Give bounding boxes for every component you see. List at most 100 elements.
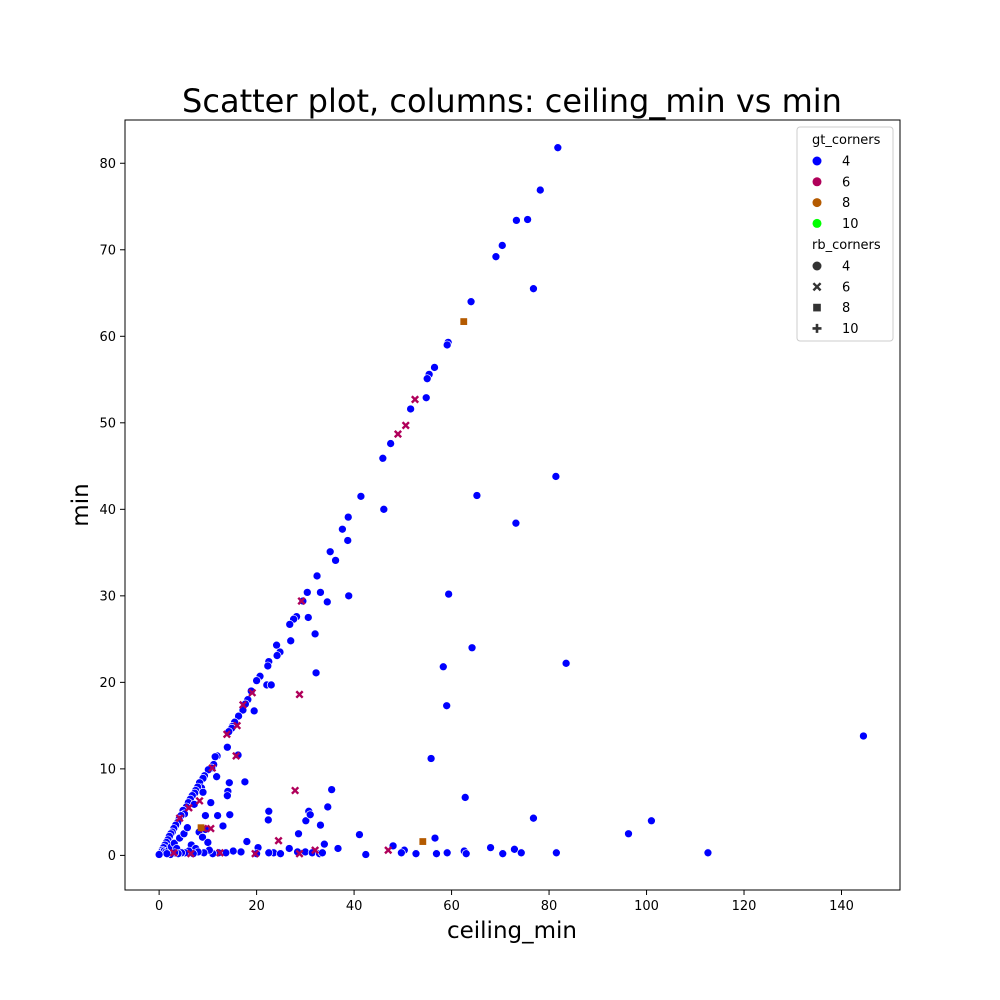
data-point [223,791,232,801]
data-point [379,504,389,514]
data-point [162,849,172,859]
data-point [444,589,453,599]
y-axis-title: min [68,483,94,526]
legend-style-label: 4 [842,260,850,275]
data-point [291,786,300,795]
data-point [393,430,403,439]
data-point [295,690,304,699]
data-point [154,850,164,859]
x-tick-label: 140 [829,899,854,914]
data-point [213,811,222,820]
legend-hue-label: 8 [842,196,850,211]
data-point [406,404,415,414]
data-point [266,680,276,690]
legend-style-marker-4 [812,261,822,271]
legend-style-label: 6 [842,280,850,295]
y-tick-label: 20 [99,676,116,691]
data-point [310,629,320,639]
data-point [430,833,440,843]
data-point [272,651,282,660]
legend-hue-marker-8 [812,198,822,208]
data-point [401,421,410,430]
data-point [212,772,221,782]
y-axis: 0 10 20 30 40 50 60 70 80 [99,157,125,864]
data-point [327,785,337,794]
data-point [551,472,561,481]
data-point [312,571,322,581]
data-point [169,848,178,857]
x-tick-label: 100 [634,899,659,914]
data-point [529,284,538,294]
legend-style-marker-10 [812,323,822,333]
x-tick-label: 0 [155,899,163,914]
data-point [198,787,208,797]
data-point [331,556,340,565]
x-tick-label: 60 [443,899,460,914]
data-point [264,806,274,816]
data-point [491,252,501,262]
data-point [316,588,325,597]
data-point [183,823,192,833]
data-point [410,395,420,404]
data-point [624,829,633,839]
legend-hue-label: 6 [842,175,850,190]
data-point [242,837,252,846]
data-point [512,216,521,225]
data-point [460,318,468,325]
data-point [338,524,347,534]
data-point [442,701,452,711]
data-point [467,643,477,653]
data-point [223,742,232,752]
data-point [647,816,656,826]
data-point [222,730,231,739]
legend-hue-marker-4 [812,156,822,166]
data-point [186,849,195,858]
y-tick-label: 10 [99,762,116,777]
y-tick-label: 30 [99,589,116,604]
data-point [411,849,421,859]
data-point [523,215,532,224]
legend-style-label: 10 [842,322,859,337]
data-point [442,848,452,858]
data-point [218,821,228,831]
data-point [322,597,332,607]
data-point [208,763,217,773]
data-points [154,143,868,859]
data-point [318,848,327,858]
data-point [355,830,364,839]
data-point [442,340,452,350]
data-point [511,518,521,528]
data-point [272,640,281,650]
y-tick-label: 70 [99,243,116,258]
legend-style-marker-6 [812,282,822,292]
data-point [238,700,248,709]
data-point [325,547,335,557]
legend: gt_corners rb_corners 4 6 8 10 4 6 8 10 [796,126,894,342]
data-point [384,846,393,855]
data-point [552,848,561,858]
data-point [535,185,545,195]
data-point [240,777,250,787]
data-point [529,813,538,823]
data-point [224,778,234,788]
data-point [197,824,205,832]
data-point [432,849,441,859]
legend-hue-label: 4 [842,155,850,170]
data-point [252,676,261,685]
data-point [264,848,274,858]
legend-hue-label: 10 [842,217,859,232]
chart-title: Scatter plot, columns: ceiling_min vs mi… [182,82,842,120]
data-point [285,620,295,629]
data-point [175,814,184,823]
data-point [343,512,353,522]
data-point [274,836,283,845]
data-point [419,838,427,845]
data-point [498,849,508,859]
data-point [284,844,294,853]
series-gt-6 [169,395,420,858]
data-point [361,850,371,859]
data-point [206,824,215,833]
x-tick-label: 120 [732,899,757,914]
data-point [311,668,321,678]
data-point [295,849,304,858]
